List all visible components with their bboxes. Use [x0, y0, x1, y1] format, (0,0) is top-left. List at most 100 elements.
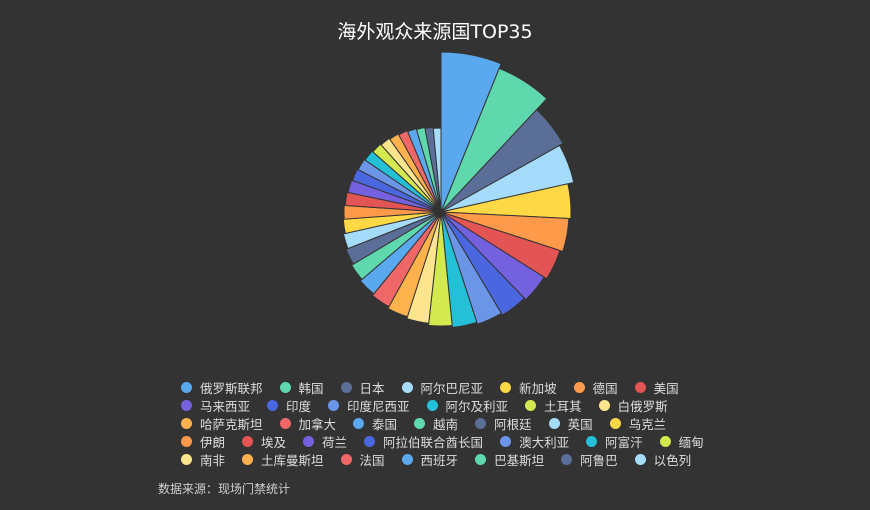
- legend-item[interactable]: 越南: [414, 414, 458, 432]
- legend-item[interactable]: 阿尔巴尼亚: [401, 378, 483, 396]
- legend-color-dot: [401, 454, 413, 466]
- legend-item[interactable]: 土库曼斯坦: [242, 451, 324, 469]
- legend-item[interactable]: 乌克兰: [609, 414, 666, 432]
- pie-slice-29[interactable]: 土库曼斯坦: [389, 133, 442, 213]
- legend-label: 白俄罗斯: [617, 398, 668, 414]
- legend-color-dot: [475, 454, 487, 466]
- legend-item[interactable]: 埃及: [242, 433, 286, 451]
- legend-item[interactable]: 荷兰: [303, 433, 347, 451]
- pie-slice-28[interactable]: 南非: [380, 137, 442, 213]
- legend-color-dot: [634, 381, 646, 393]
- pie-slice-4[interactable]: 阿尔巴尼亚: [440, 144, 575, 213]
- legend-label: 日本: [359, 380, 385, 396]
- pie-slice-7[interactable]: 美国: [440, 211, 561, 280]
- legend-label: 阿富汗: [605, 435, 643, 451]
- legend-color-dot: [475, 417, 487, 429]
- legend-label: 阿拉伯联合酋长国: [383, 435, 484, 451]
- data-source-note: 数据来源：现场门禁统计: [158, 482, 291, 496]
- legend-label: 西班牙: [420, 453, 459, 469]
- pie-slice-14[interactable]: 哈萨克斯坦: [387, 211, 442, 318]
- legend-label: 土耳其: [544, 398, 582, 414]
- legend-item[interactable]: 印度: [267, 396, 311, 414]
- legend-item[interactable]: 以色列: [634, 451, 691, 469]
- legend-item[interactable]: 南非: [181, 451, 225, 469]
- pie-slice-25[interactable]: 澳大利亚: [357, 158, 442, 213]
- pie-slice-9[interactable]: 印度: [440, 211, 525, 316]
- legend-label: 俄罗斯联邦: [200, 380, 263, 396]
- legend-label: 美国: [653, 380, 679, 396]
- legend-item[interactable]: 阿根廷: [475, 414, 532, 432]
- legend-item[interactable]: 英国: [548, 414, 593, 432]
- pie-slice-16[interactable]: 泰国: [359, 211, 442, 295]
- legend-item[interactable]: 澳大利亚: [500, 433, 569, 451]
- legend-item[interactable]: 缅甸: [659, 433, 704, 451]
- legend-label: 南非: [200, 453, 226, 469]
- legend-item[interactable]: 美国: [634, 378, 679, 396]
- pie-slice-26[interactable]: 阿富汗: [364, 150, 442, 213]
- pie-slice-24[interactable]: 阿拉伯联合酋长国: [351, 168, 442, 213]
- legend-label: 巴基斯坦: [494, 453, 545, 469]
- legend-item[interactable]: 日本: [340, 378, 385, 396]
- pie-slice-31[interactable]: 西班牙: [407, 128, 442, 213]
- legend-item[interactable]: 白俄罗斯: [598, 396, 668, 414]
- legend-item[interactable]: 法国: [340, 451, 385, 469]
- legend-color-dot: [267, 399, 279, 411]
- legend-item[interactable]: 土耳其: [525, 396, 582, 414]
- pie-slice-2[interactable]: 韩国: [440, 67, 548, 213]
- legend-color-dot: [279, 381, 291, 393]
- pie-slice-12[interactable]: 土耳其: [428, 211, 453, 327]
- legend-item[interactable]: 马来西亚: [181, 396, 250, 414]
- pie-slice-21[interactable]: 伊朗: [343, 204, 442, 220]
- legend-label: 荷兰: [322, 435, 348, 451]
- chart-legend: 俄罗斯联邦 韩国 日本 阿尔巴尼亚 新加坡 德国 美国马来西亚 印度 印度尼西亚 阿尔及利亚 土耳其…: [181, 378, 741, 469]
- legend-color-dot: [181, 381, 192, 393]
- pie-slice-33[interactable]: 阿鲁巴: [424, 126, 442, 213]
- legend-label: 阿根廷: [494, 416, 532, 432]
- pie-slice-17[interactable]: 越南: [351, 211, 442, 280]
- legend-item[interactable]: 巴基斯坦: [475, 451, 544, 469]
- legend-color-dot: [659, 436, 671, 448]
- pie-slice-20[interactable]: 乌克兰: [342, 211, 442, 234]
- legend-item[interactable]: 韩国: [279, 378, 324, 396]
- pie-slice-3[interactable]: 日本: [440, 109, 564, 213]
- pie-slice-30[interactable]: 法国: [398, 130, 442, 213]
- legend-item[interactable]: 新加坡: [500, 378, 557, 396]
- pie-slice-32[interactable]: 巴基斯坦: [415, 127, 442, 213]
- pie-slice-1[interactable]: 俄罗斯联邦: [440, 51, 502, 213]
- legend-item[interactable]: 泰国: [353, 414, 397, 432]
- legend-item[interactable]: 加拿大: [279, 414, 337, 432]
- pie-slice-15[interactable]: 加拿大: [371, 211, 442, 308]
- pie-slice-10[interactable]: 印度尼西亚: [440, 211, 502, 325]
- legend-label: 印度: [286, 398, 312, 414]
- legend-item[interactable]: 阿富汗: [586, 433, 643, 451]
- pie-slice-27[interactable]: 缅甸: [372, 143, 442, 213]
- pie-slice-34[interactable]: 以色列: [432, 127, 442, 213]
- legend-label: 哈萨克斯坦: [200, 416, 263, 432]
- legend-label: 法国: [359, 453, 385, 469]
- legend-label: 加拿大: [298, 416, 337, 432]
- legend-color-dot: [181, 436, 192, 448]
- pie-slice-5[interactable]: 新加坡: [440, 183, 572, 220]
- legend-label: 土库曼斯坦: [261, 453, 324, 469]
- legend-color-dot: [181, 454, 192, 466]
- legend-color-dot: [340, 381, 352, 393]
- legend-item[interactable]: 哈萨克斯坦: [181, 414, 263, 432]
- legend-color-dot: [181, 399, 192, 411]
- legend-color-dot: [561, 454, 573, 466]
- legend-item[interactable]: 伊朗: [181, 433, 225, 451]
- legend-color-dot: [364, 436, 376, 448]
- legend-color-dot: [279, 417, 291, 429]
- legend-color-dot: [426, 399, 438, 411]
- legend-item[interactable]: 俄罗斯联邦: [181, 378, 263, 396]
- legend-item[interactable]: 阿尔及利亚: [426, 396, 508, 414]
- pie-slice-8[interactable]: 马来西亚: [440, 211, 545, 301]
- legend-label: 埃及: [261, 435, 287, 451]
- pie-slice-18[interactable]: 阿根廷: [345, 211, 442, 265]
- legend-item[interactable]: 德国: [573, 378, 618, 396]
- legend-item[interactable]: 印度尼西亚: [328, 396, 410, 414]
- legend-item[interactable]: 阿拉伯联合酋长国: [364, 433, 483, 451]
- legend-label: 韩国: [298, 380, 324, 396]
- legend-item[interactable]: 阿鲁巴: [561, 451, 618, 469]
- legend-item[interactable]: 西班牙: [401, 451, 459, 469]
- pie-slice-19[interactable]: 英国: [342, 211, 442, 250]
